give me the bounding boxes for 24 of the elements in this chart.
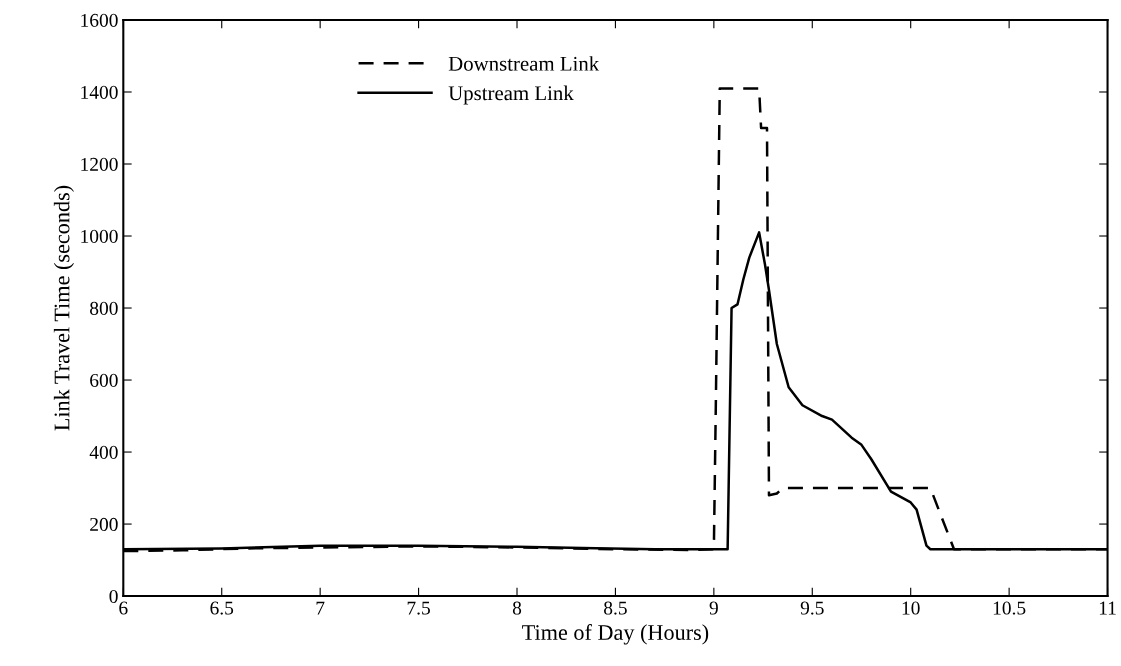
y-tick-label: 200	[90, 517, 118, 531]
y-tick-label: 400	[89, 445, 118, 459]
y-tick-label: 1400	[81, 85, 118, 99]
x-tick-label: 8	[512, 601, 522, 615]
x-tick-label: 10.5	[993, 601, 1026, 615]
x-tick-label: 6.5	[210, 601, 234, 615]
x-tick-label: 8.5	[604, 601, 627, 615]
y-tick-label: 1000	[81, 229, 118, 243]
y-tick-label: 800	[90, 301, 118, 315]
x-tick-label: 9.5	[800, 601, 824, 615]
legend-label: Downstream Link	[448, 56, 600, 71]
y-tick-label: 1200	[81, 157, 118, 171]
y-tick-label: 0	[109, 589, 118, 604]
x-tick-label: 7.5	[407, 601, 430, 615]
y-axis-title: Link Travel Time (seconds)	[53, 185, 74, 431]
x-tick-label: 6	[119, 601, 128, 615]
legend-label: Upstream Link	[448, 85, 574, 105]
y-tick-label: 1600	[81, 13, 118, 27]
x-tick-label: 7	[316, 601, 325, 615]
x-tick-label: 11	[1099, 601, 1116, 615]
x-axis-title: Time of Day (Hours)	[522, 624, 709, 645]
x-tick-label: 9	[709, 601, 718, 615]
y-tick-label: 600	[90, 373, 118, 387]
x-tick-label: 10	[902, 601, 920, 615]
